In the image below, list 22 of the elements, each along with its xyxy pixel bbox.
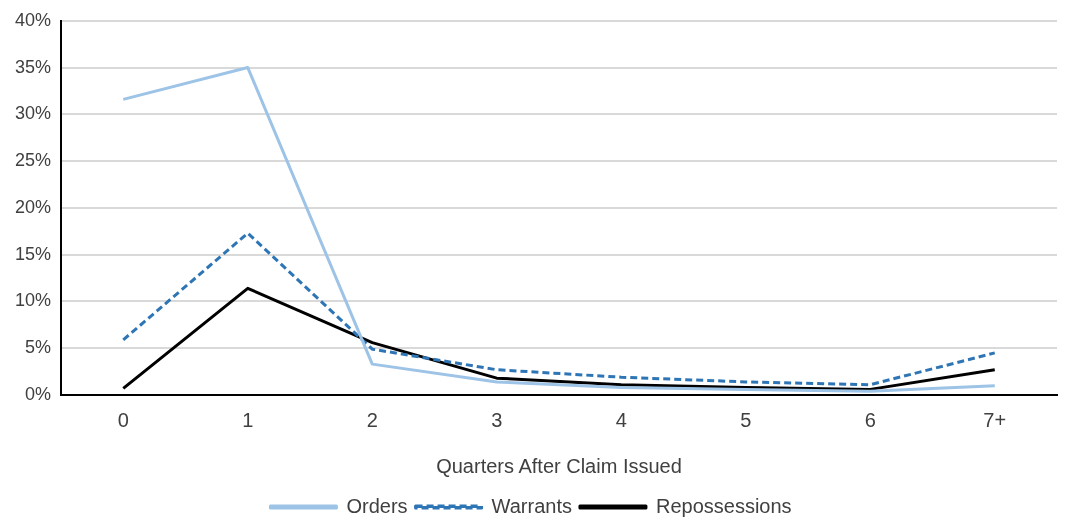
x-tick-label: 4 [615,408,627,431]
y-tick-label: 25% [15,150,52,171]
x-tick-label: 1 [242,408,254,431]
x-axis-title: Quarters After Claim Issued [436,454,682,477]
x-tick-label: 0 [117,408,129,431]
y-tick-label: 20% [15,196,52,217]
y-tick-label: 35% [15,56,52,77]
x-tick-label: 5 [740,408,752,431]
x-tick-label: 3 [491,408,503,431]
x-tick-label: 6 [864,408,876,431]
y-tick-label: 0% [25,383,52,404]
y-tick-label: 10% [15,290,52,311]
legend-label: Orders [346,494,408,517]
legend-label: Repossessions [655,494,792,517]
x-tick-label: 7+ [983,408,1007,431]
y-tick-label: 15% [15,243,52,264]
y-tick-label: 5% [25,337,52,358]
line-series [121,231,997,387]
legend-label: Warrants [491,494,572,517]
y-tick-label: 40% [15,9,52,30]
x-tick-label: 2 [366,408,378,431]
y-tick-label: 30% [15,103,52,124]
